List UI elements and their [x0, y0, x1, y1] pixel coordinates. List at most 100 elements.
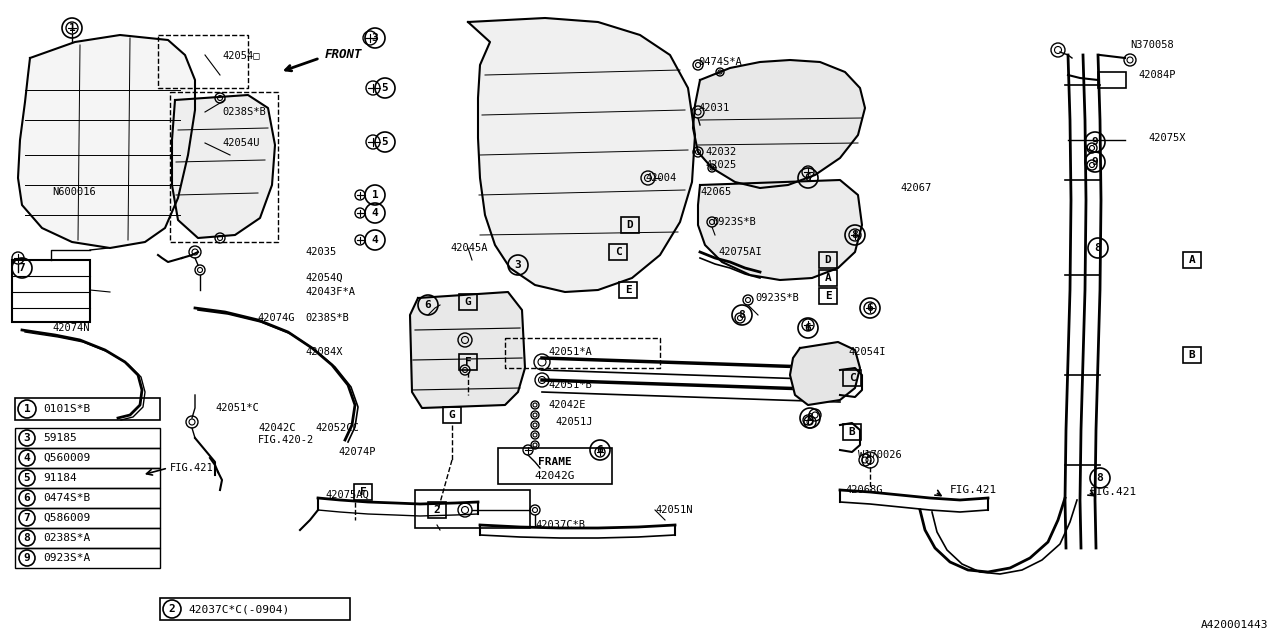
Bar — [355, 484, 372, 500]
Text: 42035: 42035 — [305, 247, 337, 257]
Text: 2: 2 — [169, 604, 175, 614]
Text: FIG.421: FIG.421 — [170, 463, 214, 473]
Bar — [12, 260, 90, 322]
Text: 42075X: 42075X — [1148, 133, 1185, 143]
Text: 0101S*B: 0101S*B — [44, 404, 91, 414]
Polygon shape — [692, 60, 865, 188]
Bar — [460, 354, 477, 370]
Text: 0474S*B: 0474S*B — [44, 493, 91, 503]
Text: 42042G: 42042G — [535, 471, 575, 481]
Text: 42075AQ: 42075AQ — [325, 490, 369, 500]
Text: 42042E: 42042E — [548, 400, 585, 410]
Bar — [15, 508, 160, 528]
Text: 42025: 42025 — [705, 160, 736, 170]
Text: 3: 3 — [23, 433, 31, 443]
Text: 42054Q: 42054Q — [305, 273, 343, 283]
Bar — [428, 502, 445, 518]
Text: 0238S*B: 0238S*B — [305, 313, 348, 323]
Text: 0238S*B: 0238S*B — [221, 107, 266, 117]
Text: 5: 5 — [381, 83, 388, 93]
Text: 42004: 42004 — [645, 173, 676, 183]
Text: 6: 6 — [805, 173, 812, 183]
Bar — [1183, 347, 1201, 363]
Text: 42065: 42065 — [700, 187, 731, 197]
Text: 3: 3 — [371, 33, 379, 43]
Text: N370058: N370058 — [1130, 40, 1174, 50]
Bar — [15, 398, 160, 420]
Text: 2: 2 — [434, 505, 440, 515]
Text: F: F — [465, 357, 471, 367]
Text: 7: 7 — [23, 513, 31, 523]
Bar — [160, 598, 349, 620]
Text: C: C — [849, 373, 855, 383]
Text: 9: 9 — [23, 553, 31, 563]
Text: 42042C: 42042C — [259, 423, 296, 433]
Text: FIG.420-2: FIG.420-2 — [259, 435, 315, 445]
Text: FIG.421: FIG.421 — [950, 485, 997, 495]
Text: 6: 6 — [23, 493, 31, 503]
Text: D: D — [824, 255, 832, 265]
Text: 42067: 42067 — [900, 183, 932, 193]
Text: 42051*B: 42051*B — [548, 380, 591, 390]
Bar — [443, 407, 461, 423]
Text: 42051J: 42051J — [556, 417, 593, 427]
Bar — [15, 528, 160, 548]
Text: W170026: W170026 — [858, 450, 901, 460]
Text: F: F — [360, 487, 366, 497]
Text: 42043F*A: 42043F*A — [305, 287, 355, 297]
Text: A: A — [824, 273, 832, 283]
Polygon shape — [790, 342, 860, 405]
Text: 42037C*B: 42037C*B — [535, 520, 585, 530]
Text: 59185: 59185 — [44, 433, 77, 443]
Text: 42051N: 42051N — [655, 505, 692, 515]
Text: 42032: 42032 — [705, 147, 736, 157]
Text: 4: 4 — [371, 235, 379, 245]
Text: 91184: 91184 — [44, 473, 77, 483]
Text: 6: 6 — [596, 445, 603, 455]
Text: 0923S*A: 0923S*A — [44, 553, 91, 563]
Text: 6: 6 — [805, 323, 812, 333]
Text: 5: 5 — [381, 137, 388, 147]
Text: 5: 5 — [23, 473, 31, 483]
Text: 42074N: 42074N — [52, 323, 90, 333]
Bar — [620, 282, 637, 298]
Text: 8: 8 — [1094, 243, 1101, 253]
Text: 0474S*A: 0474S*A — [698, 57, 741, 67]
Bar — [15, 428, 160, 448]
Text: 42084X: 42084X — [305, 347, 343, 357]
Text: G: G — [448, 410, 456, 420]
Text: FRAME: FRAME — [538, 457, 572, 467]
Text: 42052CC: 42052CC — [315, 423, 358, 433]
Text: 8: 8 — [1097, 473, 1103, 483]
Polygon shape — [468, 18, 695, 292]
Bar — [819, 288, 837, 304]
Text: 1: 1 — [23, 404, 31, 414]
Polygon shape — [172, 95, 275, 238]
Bar — [819, 270, 837, 286]
Text: 4: 4 — [23, 453, 31, 463]
Bar — [15, 548, 160, 568]
Text: 42051*A: 42051*A — [548, 347, 591, 357]
Text: C: C — [614, 247, 621, 257]
Text: 0238S*A: 0238S*A — [44, 533, 91, 543]
Text: 42031: 42031 — [698, 103, 730, 113]
Bar — [415, 490, 530, 528]
Text: FRONT: FRONT — [325, 47, 362, 61]
Text: 1: 1 — [69, 23, 76, 33]
Text: E: E — [625, 285, 631, 295]
Bar — [15, 488, 160, 508]
Text: N600016: N600016 — [52, 187, 96, 197]
Bar — [460, 294, 477, 310]
Text: 8: 8 — [23, 533, 31, 543]
Text: 42051*C: 42051*C — [215, 403, 259, 413]
Text: 42084P: 42084P — [1138, 70, 1175, 80]
Text: 4: 4 — [371, 208, 379, 218]
Text: 3: 3 — [515, 260, 521, 270]
Text: 42037C*C(-0904): 42037C*C(-0904) — [188, 604, 289, 614]
Text: Q560009: Q560009 — [44, 453, 91, 463]
Bar — [1183, 252, 1201, 268]
Text: 1: 1 — [371, 190, 379, 200]
Text: 0923S*B: 0923S*B — [755, 293, 799, 303]
Bar — [15, 468, 160, 488]
Bar — [1098, 72, 1126, 88]
